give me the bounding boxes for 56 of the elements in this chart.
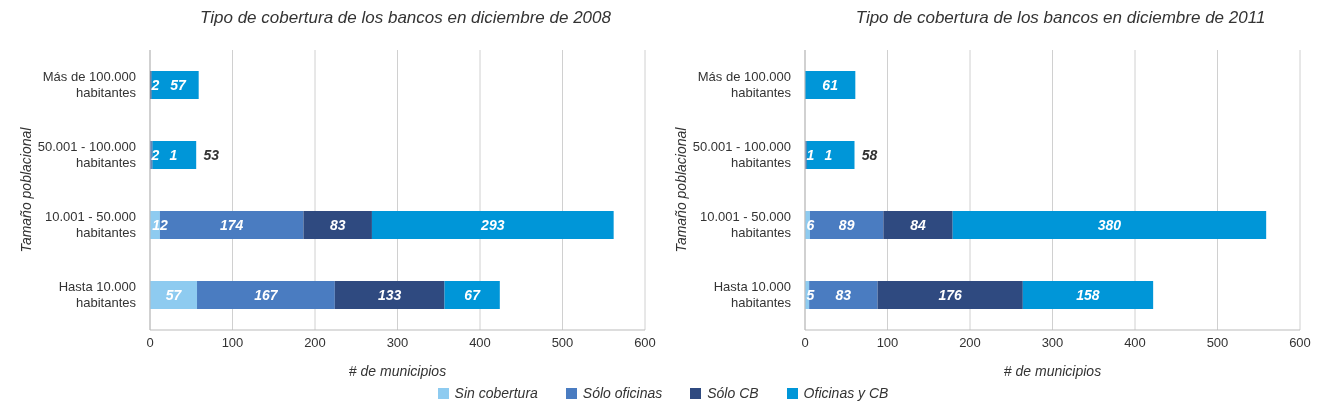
y-tick-label: Hasta 10.000 habitantes bbox=[58, 279, 137, 310]
y-tick-label: 50.001 - 100.000 habitantes bbox=[37, 139, 137, 170]
data-label: 167 bbox=[254, 287, 279, 303]
x-tick-label: 400 bbox=[469, 335, 491, 351]
legend-label: Sin cobertura bbox=[453, 385, 538, 401]
data-label: 61 bbox=[822, 77, 839, 93]
chart-title: Tipo de cobertura de los bancos en diciembre de 2011 bbox=[854, 8, 1267, 29]
y-axis-title: Tamaño poblacional bbox=[17, 126, 34, 253]
x-tick-label: 100 bbox=[876, 335, 899, 351]
y-tick-label: 50.001 - 100.000 habitantes bbox=[692, 139, 792, 170]
x-tick-label: 500 bbox=[1206, 335, 1229, 351]
x-tick-label: 300 bbox=[386, 335, 409, 351]
chart-title: Tipo de cobertura de los bancos en diciembre de 2008 bbox=[199, 8, 612, 29]
x-tick-label: 0 bbox=[146, 335, 154, 351]
data-label: 174 bbox=[220, 217, 244, 233]
data-label: 89 bbox=[838, 217, 855, 233]
data-label: 84 bbox=[910, 217, 927, 233]
x-tick-label: 600 bbox=[634, 335, 656, 351]
data-label: 5 bbox=[806, 287, 815, 303]
data-label: 176 bbox=[938, 287, 963, 303]
y-tick-label: 10.001 - 50.000 habitantes bbox=[44, 209, 137, 240]
data-label: 293 bbox=[480, 217, 505, 233]
legend-label: Oficinas y CB bbox=[802, 385, 889, 401]
y-tick-label: Más de 100.000 habitantes bbox=[697, 69, 792, 100]
data-label: 58 bbox=[861, 147, 878, 163]
data-label: 2 bbox=[150, 77, 160, 93]
x-tick-label: 200 bbox=[304, 335, 326, 351]
y-tick-label: Más de 100.000 habitantes bbox=[42, 69, 137, 100]
x-tick-label: 100 bbox=[221, 335, 244, 351]
data-label: 67 bbox=[464, 287, 482, 303]
data-label: 380 bbox=[1097, 217, 1122, 233]
data-label: 6 bbox=[806, 217, 815, 233]
data-label: 83 bbox=[329, 217, 346, 233]
data-label: 1 bbox=[806, 147, 815, 163]
x-tick-label: 300 bbox=[1041, 335, 1064, 351]
x-tick-label: 600 bbox=[1289, 335, 1311, 351]
y-axis-title: Tamaño poblacional bbox=[672, 126, 689, 253]
data-label: 83 bbox=[835, 287, 852, 303]
data-label: 12 bbox=[152, 217, 168, 233]
data-label: 133 bbox=[377, 287, 402, 303]
data-label: 1 bbox=[824, 147, 833, 163]
data-label: 57 bbox=[165, 287, 183, 303]
data-label: 53 bbox=[203, 147, 220, 163]
x-axis-title: # de municipios bbox=[1003, 362, 1102, 379]
data-label: 1 bbox=[169, 147, 178, 163]
y-tick-label: 10.001 - 50.000 habitantes bbox=[699, 209, 792, 240]
legend-label: Sólo oficinas bbox=[581, 385, 663, 401]
x-tick-label: 400 bbox=[1124, 335, 1146, 351]
legend-label: Sólo CB bbox=[706, 385, 759, 401]
x-tick-label: 0 bbox=[801, 335, 809, 351]
x-tick-label: 500 bbox=[551, 335, 574, 351]
data-label: 57 bbox=[170, 77, 187, 93]
x-axis-title: # de municipios bbox=[348, 362, 447, 379]
x-tick-label: 200 bbox=[959, 335, 981, 351]
y-tick-label: Hasta 10.000 habitantes bbox=[713, 279, 792, 310]
data-label: 158 bbox=[1076, 287, 1100, 303]
